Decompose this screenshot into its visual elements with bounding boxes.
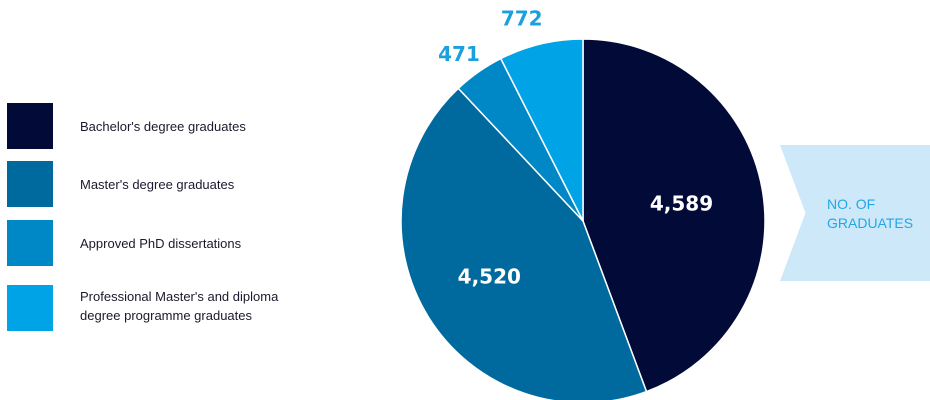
legend-label-professional: Professional Master's and diploma degree… [80, 289, 279, 323]
legend-label-phd: Approved PhD dissertations [80, 236, 242, 251]
legend-swatch-master [7, 161, 53, 207]
pie-label-professional: 772 [501, 7, 543, 31]
legend-label-bachelor: Bachelor's degree graduates [80, 119, 246, 134]
pie-slice-professional [499, 38, 584, 222]
legend-swatch-bachelor [7, 103, 53, 149]
legend-item-professional: Professional Master's and diploma degree… [7, 285, 337, 331]
legend-item-phd: Approved PhD dissertations [7, 220, 337, 266]
pie-slice-labels: 4,589 4,520 471 772 [438, 7, 713, 289]
legend-swatch-phd [7, 220, 53, 266]
pie-slice-bachelor [582, 38, 766, 393]
pie-slice-master [400, 87, 648, 400]
no-of-graduates-label: NO. OF GRADUATES [827, 196, 914, 231]
legend-item-master: Master's degree graduates [7, 161, 337, 207]
pie-label-phd: 471 [438, 42, 480, 66]
legend-swatch-professional [7, 285, 53, 331]
pie-label-bachelor: 4,589 [650, 191, 713, 215]
legend-item-bachelor: Bachelor's degree graduates [7, 103, 337, 149]
pie-slices [400, 38, 766, 400]
pie-label-master: 4,520 [458, 265, 521, 289]
legend-label-master: Master's degree graduates [80, 177, 235, 192]
no-of-graduates-callout: NO. OF GRADUATES [780, 145, 930, 281]
